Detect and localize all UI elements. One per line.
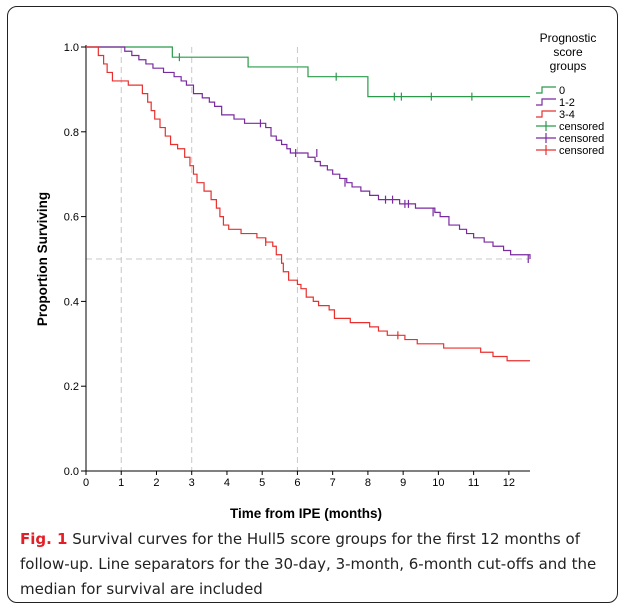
legend-title: Prognostic [540, 31, 597, 45]
caption-text: Survival curves for the Hull5 score grou… [20, 530, 597, 598]
figure-label: Fig. 1 [20, 530, 68, 548]
x-tick-label: 11 [468, 477, 479, 489]
y-tick-label: 0.2 [64, 381, 79, 393]
x-tick-label: 6 [294, 477, 300, 489]
x-axis-title: Time from IPE (months) [230, 506, 382, 521]
x-tick-label: 8 [365, 477, 371, 489]
x-tick-label: 9 [400, 477, 406, 489]
survival-curve-0 [86, 46, 530, 98]
survival-curves [86, 46, 531, 362]
x-tick-label: 3 [189, 477, 195, 489]
x-tick-label: 4 [224, 477, 230, 489]
y-axis-title: Proportion Surviving [35, 192, 50, 326]
x-tick-label: 2 [153, 477, 159, 489]
legend-label: censored [559, 121, 604, 133]
legend-swatch-step [536, 86, 556, 94]
figure-frame [7, 6, 618, 603]
x-tick-label: 10 [432, 477, 444, 489]
legend-label: censored [559, 145, 604, 157]
y-tick-label: 1.0 [64, 42, 79, 54]
survival-curve-1-2 [86, 46, 531, 259]
x-tick-label: 0 [83, 477, 89, 489]
legend-label: censored [559, 133, 604, 145]
axes: 0 1 2 3 4 5 6 7 8 9 10 11 120.00.20.40.60.81.0 [64, 42, 530, 489]
reference-lines [86, 47, 530, 471]
legend-title: groups [550, 59, 587, 73]
y-tick-label: 0.6 [64, 212, 79, 224]
legend-label: 0 [559, 85, 565, 97]
legend-swatch-step [536, 98, 556, 106]
legend-title: score [553, 45, 583, 59]
y-tick-label: 0.4 [64, 296, 79, 308]
figure-caption: Fig. 1 Survival curves for the Hull5 sco… [20, 527, 610, 602]
x-tick-label: 5 [259, 477, 265, 489]
legend: Prognosticscoregroups01-23-4censoredcens… [536, 31, 604, 157]
survival-chart: 0 1 2 3 4 5 6 7 8 9 10 11 120.00.20.40.60.81.0 Progn… [35, 31, 604, 521]
survival-curve-3-4 [86, 46, 530, 362]
x-tick-label: 7 [330, 477, 336, 489]
y-tick-label: 0.0 [64, 466, 79, 478]
legend-label: 3-4 [559, 109, 575, 121]
legend-label: 1-2 [559, 97, 575, 109]
x-tick-label: 12 [503, 477, 515, 489]
legend-swatch-step [536, 110, 556, 118]
x-tick-label: 1 [118, 477, 124, 489]
y-tick-label: 0.8 [64, 127, 79, 139]
